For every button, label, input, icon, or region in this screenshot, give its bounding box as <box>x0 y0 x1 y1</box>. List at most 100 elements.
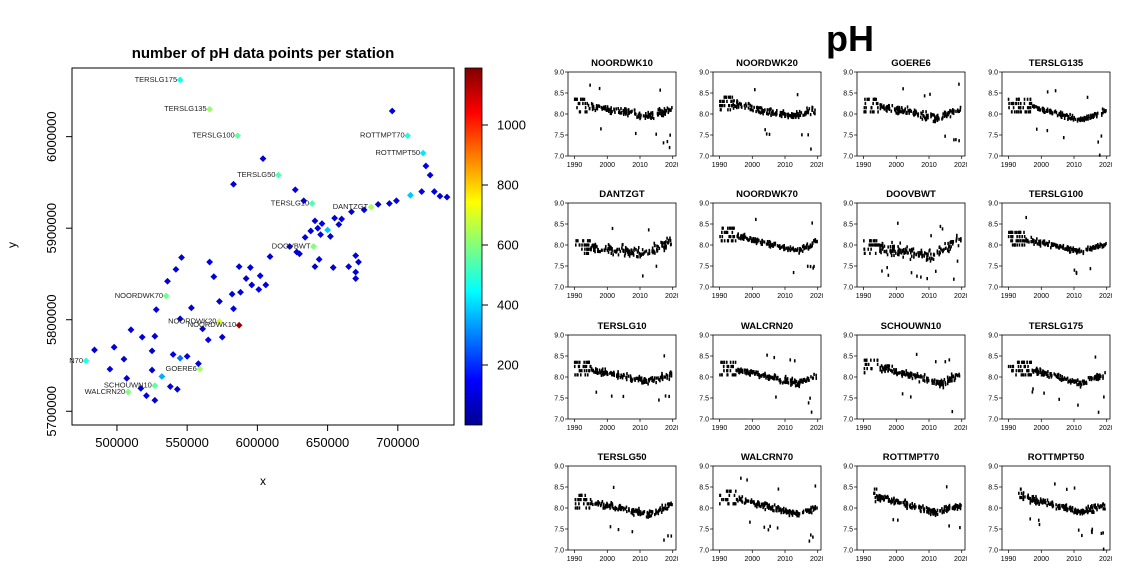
ph-point <box>908 248 911 252</box>
ph-point <box>806 508 809 512</box>
station-point-n70 <box>82 357 90 365</box>
ph-point <box>761 108 763 112</box>
ph-point <box>1069 116 1072 121</box>
ph-x-tick-label: 2010 <box>632 556 648 563</box>
ph-x-tick-label: 2020 <box>665 162 678 169</box>
ph-point <box>741 370 744 375</box>
ph-point <box>814 484 817 488</box>
ph-panel-title: NOORDWK70 <box>736 189 798 200</box>
ph-point <box>902 249 904 253</box>
ph-point <box>1097 503 1099 507</box>
ph-point <box>666 241 669 245</box>
ph-point <box>787 246 789 250</box>
ph-point <box>582 101 584 106</box>
ph-point <box>719 502 721 506</box>
ph-point <box>600 502 603 506</box>
ph-point <box>901 108 904 112</box>
ph-point <box>1101 107 1104 111</box>
ph-point <box>723 369 725 373</box>
ph-point <box>738 236 740 240</box>
ph-x-tick-label: 1990 <box>1001 425 1017 432</box>
ph-point <box>648 112 651 117</box>
ph-point <box>598 368 601 372</box>
ph-point <box>895 106 898 110</box>
ph-point <box>925 113 928 118</box>
ph-point <box>733 502 735 506</box>
ph-x-tick-label: 1990 <box>567 556 583 563</box>
ph-point <box>941 507 943 511</box>
ph-point <box>785 509 788 513</box>
ph-point <box>815 376 818 380</box>
ph-point <box>621 506 624 510</box>
ph-point <box>1086 114 1088 118</box>
ph-x-tick-label: 1990 <box>567 293 583 300</box>
ph-point <box>627 374 630 378</box>
ph-point <box>1033 499 1035 503</box>
ph-point <box>596 107 599 111</box>
ph-point <box>903 370 906 374</box>
ph-point <box>881 241 884 246</box>
ph-point <box>647 515 649 519</box>
ph-point <box>745 372 748 376</box>
ph-point <box>606 501 608 505</box>
ph-point <box>897 500 899 505</box>
ph-point <box>791 513 794 517</box>
station-point <box>110 343 118 351</box>
station-point-schouwn10 <box>151 382 159 390</box>
ph-y-tick-label: 7.0 <box>699 417 709 424</box>
ph-x-tick-label: 1990 <box>1001 162 1017 169</box>
colorbar-tick-label: 600 <box>497 238 519 253</box>
ph-point <box>1015 230 1018 234</box>
ph-point <box>794 379 796 383</box>
ph-point <box>760 504 762 509</box>
ph-point <box>807 401 810 405</box>
ph-point <box>1021 373 1024 377</box>
ph-y-tick-label: 7.5 <box>699 527 709 534</box>
ph-point <box>1028 101 1031 106</box>
ph-point <box>955 239 957 243</box>
ph-point <box>586 360 589 364</box>
ph-point <box>790 511 793 516</box>
ph-point <box>1094 355 1097 359</box>
ph-point <box>747 499 750 503</box>
ph-point <box>1046 498 1049 502</box>
ph-point <box>626 372 628 376</box>
ph-point <box>662 114 665 118</box>
ph-y-tick-label: 8.5 <box>843 222 853 229</box>
ph-y-tick-label: 8.5 <box>843 91 853 98</box>
ph-point <box>659 88 662 92</box>
ph-point <box>871 110 874 114</box>
ph-point <box>896 498 898 502</box>
ph-point <box>588 247 590 251</box>
ph-panel-title: TERSLG10 <box>597 321 646 332</box>
ph-point <box>576 106 578 110</box>
ph-point <box>927 508 929 513</box>
ph-point <box>588 506 591 510</box>
ph-y-tick-label: 8.0 <box>843 506 853 513</box>
ph-y-tick-label: 8.0 <box>843 243 853 250</box>
ph-point <box>744 371 746 375</box>
ph-point <box>894 249 896 253</box>
ph-y-tick-label: 8.5 <box>988 222 998 229</box>
ph-point <box>1104 110 1106 114</box>
ph-point <box>585 506 588 510</box>
ph-point <box>948 244 951 248</box>
ph-point <box>927 113 929 117</box>
ph-point <box>747 106 750 110</box>
ph-y-tick-label: 7.5 <box>988 527 998 534</box>
ph-y-tick-label: 7.5 <box>554 396 564 403</box>
ph-x-tick-label: 2020 <box>810 425 823 432</box>
ph-point <box>610 247 612 251</box>
ph-point <box>582 239 585 243</box>
ph-x-tick-label: 1990 <box>567 425 583 432</box>
ph-point <box>1064 377 1067 381</box>
ph-point <box>957 244 960 248</box>
ph-point <box>749 499 752 504</box>
ph-point <box>809 113 812 117</box>
ph-point <box>1042 239 1045 243</box>
ph-point <box>745 104 748 108</box>
ph-point <box>727 108 729 112</box>
station-point <box>286 243 294 250</box>
ph-point <box>811 221 814 225</box>
ph-point <box>1008 106 1010 110</box>
